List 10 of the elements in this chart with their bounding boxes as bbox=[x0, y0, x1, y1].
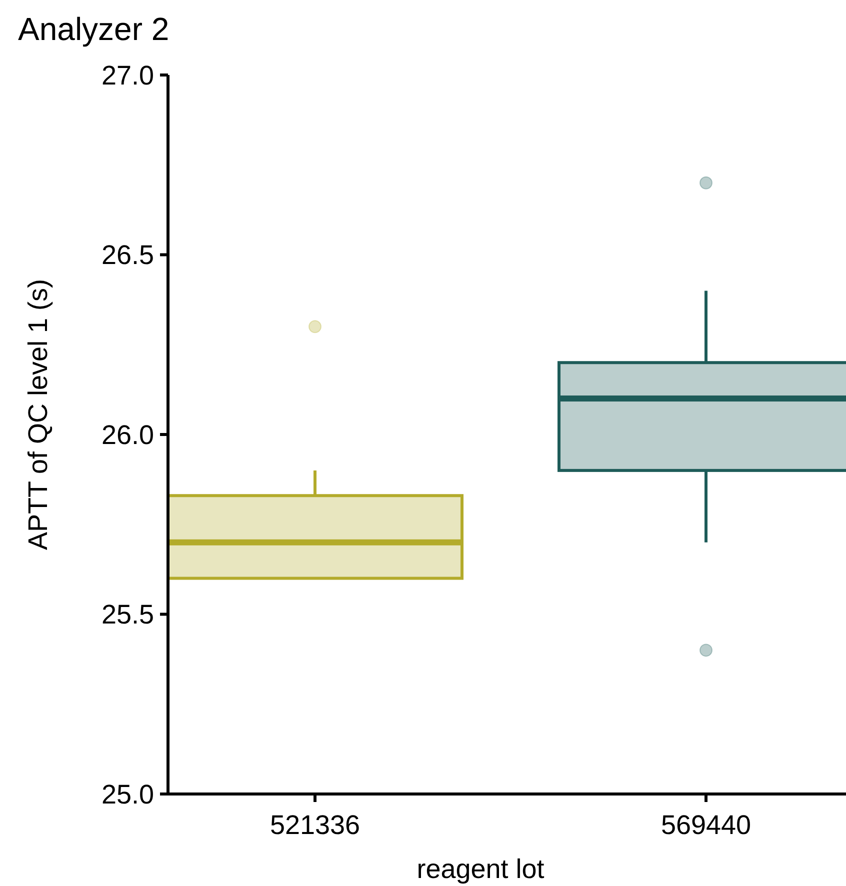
y-tick-label: 26.5 bbox=[101, 240, 154, 270]
y-tick-label: 25.0 bbox=[101, 779, 154, 810]
y-axis-title: APTT of QC level 1 (s) bbox=[23, 278, 53, 550]
x-tick-label: 521336 bbox=[270, 810, 360, 840]
y-tick-label: 26.0 bbox=[101, 420, 154, 450]
x-tick-label: 569440 bbox=[660, 810, 752, 840]
y-tick-label: 27.0 bbox=[101, 60, 154, 90]
y-tick-label: 25.5 bbox=[101, 600, 154, 630]
chart-title: Analyzer 2 bbox=[18, 11, 170, 47]
x-axis-title: reagent lot bbox=[416, 854, 545, 884]
